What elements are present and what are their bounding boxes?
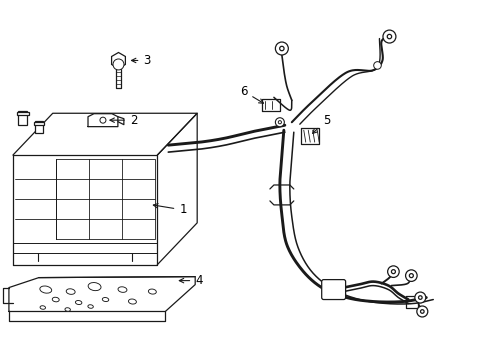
Circle shape: [275, 118, 284, 127]
Text: 2: 2: [110, 114, 137, 127]
Bar: [19, 111, 27, 125]
Text: 4: 4: [179, 274, 203, 287]
Ellipse shape: [102, 297, 108, 302]
Circle shape: [408, 274, 412, 278]
Circle shape: [382, 30, 395, 43]
Bar: [34, 122, 44, 125]
Circle shape: [414, 292, 425, 303]
Ellipse shape: [118, 287, 127, 292]
Circle shape: [387, 266, 398, 278]
Circle shape: [418, 296, 421, 299]
Text: 5: 5: [312, 114, 329, 134]
Text: 3: 3: [131, 54, 150, 67]
Circle shape: [386, 34, 391, 39]
Ellipse shape: [66, 289, 75, 294]
Ellipse shape: [148, 289, 156, 294]
Circle shape: [100, 117, 106, 123]
Circle shape: [278, 121, 281, 124]
Circle shape: [405, 270, 416, 282]
Circle shape: [420, 310, 423, 313]
Circle shape: [113, 59, 124, 70]
Text: 6: 6: [240, 85, 263, 103]
Ellipse shape: [88, 283, 101, 291]
Circle shape: [373, 62, 381, 69]
Ellipse shape: [88, 305, 93, 308]
Ellipse shape: [65, 308, 70, 311]
Circle shape: [279, 46, 284, 51]
Ellipse shape: [52, 297, 59, 302]
Ellipse shape: [40, 286, 52, 293]
Ellipse shape: [40, 306, 45, 309]
Bar: [17, 112, 29, 115]
Circle shape: [416, 306, 427, 317]
Ellipse shape: [75, 301, 81, 305]
Ellipse shape: [128, 299, 136, 304]
Circle shape: [390, 270, 395, 274]
FancyBboxPatch shape: [321, 280, 345, 300]
Polygon shape: [111, 53, 125, 68]
Text: 1: 1: [153, 203, 186, 216]
Circle shape: [275, 42, 288, 55]
Bar: [35, 121, 42, 133]
